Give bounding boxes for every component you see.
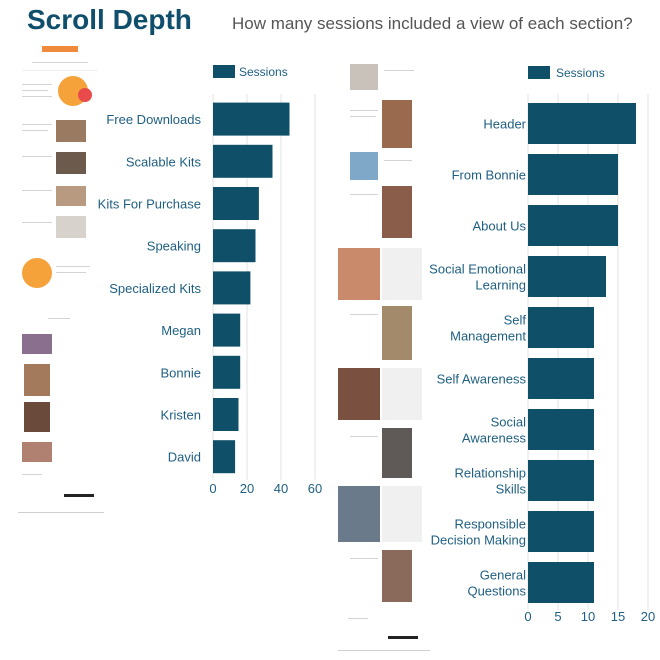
x-tick-label: 40 <box>274 481 288 496</box>
thumb-photo <box>338 248 380 300</box>
category-label: Bonnie <box>161 365 201 380</box>
thumb-logo <box>42 46 78 52</box>
bar <box>528 205 618 246</box>
page-thumbnail-right <box>338 62 430 656</box>
bar <box>213 229 256 263</box>
category-label: Responsible Decision Making <box>431 517 526 548</box>
legend-label: Sessions <box>556 66 605 80</box>
category-label: Specialized Kits <box>109 281 201 296</box>
x-tick-label: 10 <box>581 609 595 624</box>
bar <box>528 562 594 603</box>
thumb-image <box>56 152 86 174</box>
category-label: Free Downloads <box>106 112 201 127</box>
category-label: General Questions <box>467 568 526 599</box>
thumb-photo <box>24 402 50 432</box>
thumb-image <box>56 120 86 142</box>
bar <box>528 358 594 399</box>
page-title: Scroll Depth <box>27 4 192 35</box>
bar <box>528 154 618 195</box>
category-label: Social Awareness <box>462 415 527 446</box>
thumb-badge-icon <box>22 258 52 288</box>
x-tick-label: 0 <box>524 609 531 624</box>
thumb-heart-icon <box>78 88 92 102</box>
category-label: Kristen <box>161 408 201 423</box>
thumb-photo <box>382 100 412 148</box>
category-label: Self Management <box>450 313 526 344</box>
bar <box>528 307 594 348</box>
bar <box>528 256 606 297</box>
thumb-panel <box>382 248 422 300</box>
category-label: Relationship Skills <box>454 466 526 497</box>
category-label: About Us <box>473 219 527 234</box>
bar <box>213 187 259 220</box>
category-label: David <box>168 450 201 465</box>
page-thumbnail-left <box>18 44 104 514</box>
thumb-photo <box>24 364 50 396</box>
category-label: Social Emotional Learning <box>429 262 526 293</box>
thumb-panel <box>382 486 422 542</box>
bar <box>213 271 251 305</box>
thumb-image <box>56 186 86 206</box>
thumb-photo <box>338 486 380 542</box>
category-label: Scalable Kits <box>126 154 202 169</box>
bar <box>213 144 273 178</box>
thumb-photo <box>382 306 412 360</box>
thumb-photo <box>382 550 412 602</box>
category-label: Header <box>483 117 526 132</box>
bar <box>528 409 594 450</box>
bar <box>528 460 594 501</box>
bar <box>528 103 636 144</box>
thumb-photo <box>338 368 380 420</box>
thumb-image <box>350 152 378 180</box>
x-tick-label: 0 <box>209 481 216 496</box>
bar <box>213 440 236 474</box>
thumb-image <box>56 216 86 238</box>
category-label: From Bonnie <box>452 168 526 183</box>
thumb-button <box>64 494 94 497</box>
bar <box>213 102 290 136</box>
thumb-photo <box>22 334 52 354</box>
category-label: Self Awareness <box>437 372 527 387</box>
x-tick-label: 15 <box>611 609 625 624</box>
bar <box>213 398 239 431</box>
legend-swatch <box>528 66 550 79</box>
thumb-photo <box>382 186 412 238</box>
x-tick-label: 5 <box>554 609 561 624</box>
x-tick-label: 60 <box>308 481 322 496</box>
category-label: Megan <box>161 323 201 338</box>
x-tick-label: 20 <box>641 609 655 624</box>
category-label: Kits For Purchase <box>98 197 201 212</box>
thumb-button <box>388 636 418 639</box>
thumb-photo <box>22 442 52 462</box>
thumb-image <box>350 64 378 90</box>
thumb-panel <box>382 368 422 420</box>
category-label: Speaking <box>147 239 201 254</box>
bar <box>213 313 241 347</box>
bar <box>213 355 241 389</box>
legend-swatch <box>213 65 235 78</box>
legend-label: Sessions <box>239 65 288 79</box>
thumb-photo <box>382 428 412 478</box>
x-tick-label: 20 <box>240 481 254 496</box>
page-subtitle: How many sessions included a view of eac… <box>232 14 633 33</box>
bar <box>528 511 594 552</box>
